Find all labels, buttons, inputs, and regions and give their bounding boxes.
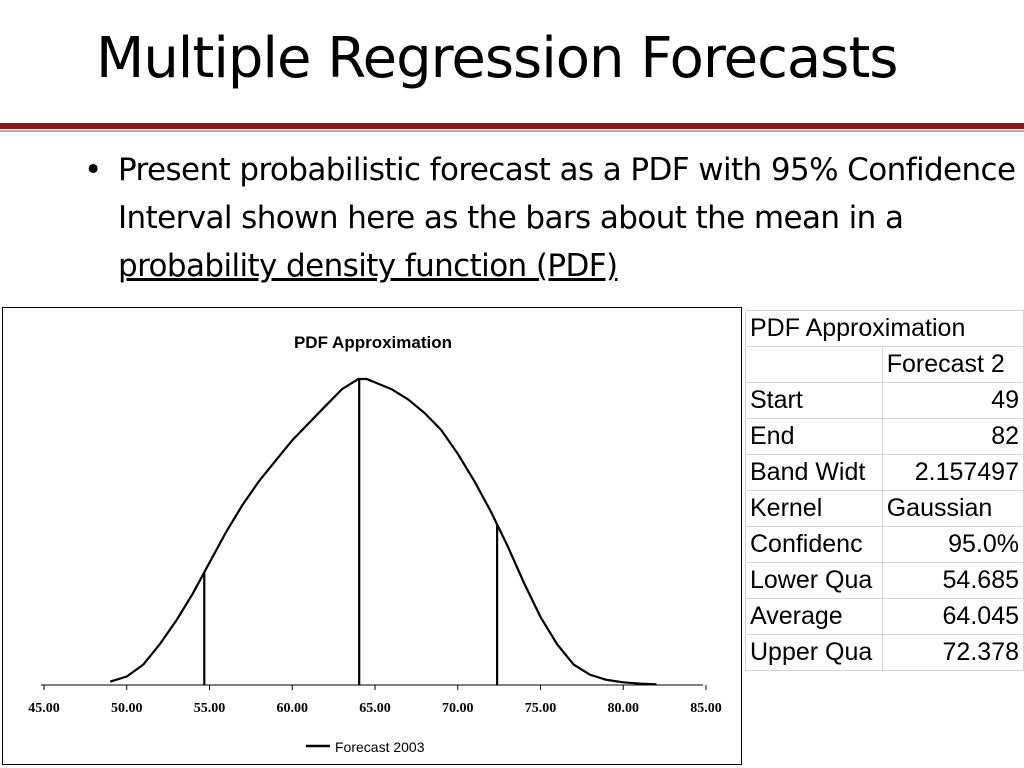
table-row: Kernel Gaussian — [745, 490, 1024, 527]
pdf-chart-canvas: PDF Approximation 45.00 50.00 55.00 60.00 65… — [28, 333, 722, 755]
table-row: Average 64.045 — [745, 598, 1024, 635]
x-tick-label: 50.00 — [111, 701, 143, 716]
title-divider — [0, 123, 1024, 129]
chart-title: PDF Approximation — [294, 333, 452, 352]
table-row-label: Upper Qua — [745, 634, 883, 671]
table-title-row: PDF Approximation — [745, 310, 1024, 347]
table-row-label: Start — [745, 382, 883, 419]
table-row: Confidenc 95.0% — [745, 526, 1024, 563]
table-row: Upper Qua 72.378 — [745, 634, 1024, 671]
table-row-label: Band Widt — [745, 454, 883, 491]
x-tick-label: 55.00 — [194, 701, 226, 716]
table-row-label: Lower Qua — [745, 562, 883, 599]
legend-label-forecast-2003: Forecast 2003 — [335, 739, 425, 755]
table-row: Lower Qua 54.685 — [745, 562, 1024, 599]
table-row-value: 72.378 — [881, 634, 1024, 671]
table-row: Band Widt 2.157497 — [745, 454, 1024, 491]
table-row: End 82 — [745, 418, 1024, 455]
table-row-value: 54.685 — [881, 562, 1024, 599]
x-tick-label: 45.00 — [28, 701, 60, 716]
bullet-main-text: Present probabilistic forecast as a PDF … — [118, 152, 1016, 236]
x-tick-label: 85.00 — [690, 701, 722, 716]
slide-title: Multiple Regression Forecasts — [96, 26, 898, 91]
pdf-chart: PDF Approximation 45.00 50.00 55.00 60.00 65… — [2, 307, 742, 765]
table-row-label: Confidenc — [745, 526, 883, 563]
table-row-value: 82 — [881, 418, 1024, 455]
table-row-value: 2.157497 — [881, 454, 1024, 491]
x-tick-label: 70.00 — [442, 701, 474, 716]
bullet-text: Present probabilistic forecast as a PDF … — [118, 146, 1018, 290]
x-tick-label: 75.00 — [525, 701, 557, 716]
table-header-empty-cell — [745, 346, 883, 383]
table-row-value: 95.0% — [881, 526, 1024, 563]
table-header-row: Forecast 2 — [745, 346, 1024, 383]
table-row-value: Gaussian — [881, 490, 1024, 527]
table-row-label: Average — [745, 598, 883, 635]
pdf-summary-table: PDF Approximation Forecast 2 Start 49 End 8… — [745, 310, 1024, 671]
table-column-header: Forecast 2 — [881, 346, 1024, 383]
title-divider-shadow — [0, 130, 1024, 132]
chart-legend: Forecast 2003 — [306, 739, 425, 755]
table-row-label: Kernel — [745, 490, 883, 527]
table-row-value: 49 — [881, 382, 1024, 419]
table-title-cell: PDF Approximation — [745, 310, 1024, 347]
table-row-label: End — [745, 418, 883, 455]
x-tick-label: 65.00 — [359, 701, 391, 716]
x-axis-ticks: 45.00 50.00 55.00 60.00 65.00 70.00 75.00 80.00… — [28, 685, 722, 716]
pdf-link[interactable]: probability density function (PDF) — [118, 248, 618, 284]
x-tick-label: 60.00 — [277, 701, 309, 716]
table-row-value: 64.045 — [881, 598, 1024, 635]
bullet-glyph: • — [84, 152, 102, 188]
pdf-curve-line — [109, 377, 657, 686]
table-row: Start 49 — [745, 382, 1024, 419]
confidence-bars — [203, 379, 499, 685]
x-tick-label: 80.00 — [608, 701, 640, 716]
